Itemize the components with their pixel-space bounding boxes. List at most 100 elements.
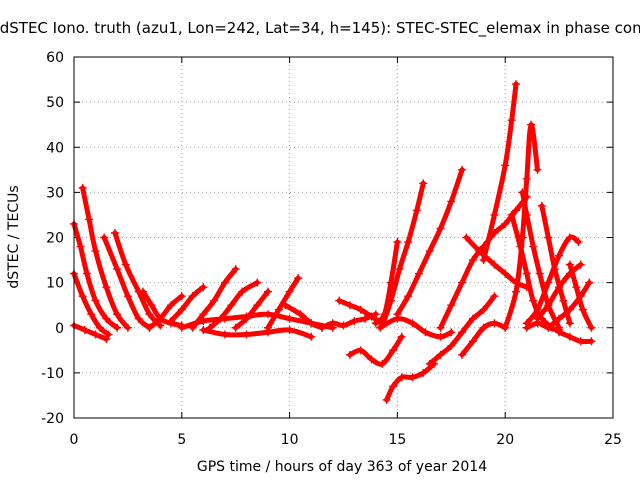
data-point <box>537 201 546 210</box>
data-point <box>242 330 251 339</box>
series-line <box>71 221 120 331</box>
data-point <box>412 206 421 215</box>
data-point <box>231 323 240 332</box>
data-point <box>123 323 132 332</box>
data-point <box>87 310 96 319</box>
data-point <box>102 314 111 323</box>
data-point <box>281 301 290 310</box>
data-point <box>95 323 104 332</box>
series-arc-34 <box>522 233 583 328</box>
data-point <box>516 242 525 251</box>
data-point <box>533 165 542 174</box>
data-point <box>345 301 354 310</box>
data-point <box>104 330 113 339</box>
data-point <box>188 292 197 301</box>
data-point <box>253 301 262 310</box>
data-point <box>535 269 544 278</box>
data-point <box>102 283 111 292</box>
data-point <box>397 373 406 382</box>
data-point <box>475 247 484 256</box>
data-point <box>397 332 406 341</box>
data-point <box>371 319 380 328</box>
data-point <box>134 314 143 323</box>
series-arc-2 <box>70 219 122 332</box>
data-point <box>220 330 229 339</box>
data-point <box>386 296 395 305</box>
y-tick-label: 30 <box>46 185 64 201</box>
tick-labels: 0 5 10 15 20 25 -20 -10 0 10 20 30 40 50 60 <box>41 50 622 448</box>
data-point <box>507 210 516 219</box>
y-tick-label: 0 <box>55 321 64 337</box>
data-point <box>356 305 365 314</box>
data-point <box>382 395 391 404</box>
data-point <box>350 316 359 325</box>
data-point <box>199 283 208 292</box>
data-point <box>544 278 553 287</box>
series-line <box>265 275 301 331</box>
data-point <box>522 269 531 278</box>
series-line <box>556 329 594 345</box>
data-point <box>544 323 553 332</box>
data-point <box>447 197 456 206</box>
chart-title: dSTEC Iono. truth (azu1, Lon=242, Lat=34… <box>0 19 640 38</box>
data-point <box>436 224 445 233</box>
data-point <box>585 278 594 287</box>
y-tick-label: 20 <box>46 231 64 247</box>
data-point <box>285 314 294 323</box>
data-point <box>421 328 430 337</box>
data-point <box>242 312 251 321</box>
y-tick-label: -10 <box>41 366 64 382</box>
data-point <box>408 319 417 328</box>
data-point <box>113 265 122 274</box>
data-point <box>544 301 553 310</box>
data-point <box>113 323 122 332</box>
data-point <box>102 335 111 344</box>
data-point <box>227 301 236 310</box>
data-point <box>458 328 467 337</box>
data-point <box>522 174 531 183</box>
data-point <box>138 287 147 296</box>
data-point <box>91 330 100 339</box>
data-point <box>335 296 344 305</box>
data-point <box>479 305 488 314</box>
data-point <box>113 310 122 319</box>
data-point <box>156 314 165 323</box>
data-point <box>572 283 581 292</box>
data-point <box>490 260 499 269</box>
series-arc-9 <box>167 283 208 325</box>
data-point <box>555 314 564 323</box>
data-point <box>578 305 587 314</box>
data-point <box>317 323 326 332</box>
series-arc-19 <box>345 332 406 368</box>
data-point <box>527 120 536 129</box>
data-point <box>529 242 538 251</box>
y-tick-label: 10 <box>46 276 64 292</box>
data-point <box>462 233 471 242</box>
data-point <box>199 326 208 335</box>
x-tick-label: 20 <box>496 432 514 448</box>
data-point <box>565 319 574 328</box>
data-point <box>167 301 176 310</box>
data-point <box>110 228 119 237</box>
data-point <box>123 292 132 301</box>
series-line <box>233 289 271 331</box>
data-point <box>447 328 456 337</box>
data-point <box>447 341 456 350</box>
y-tick-label: -20 <box>41 411 64 427</box>
data-point <box>419 368 428 377</box>
series-line <box>147 293 185 331</box>
series-arc-24 <box>425 292 499 368</box>
data-point <box>501 161 510 170</box>
data-point <box>559 296 568 305</box>
data-point <box>555 283 564 292</box>
series-arc-12 <box>231 287 273 332</box>
series-line <box>71 323 109 342</box>
data-point <box>555 326 564 335</box>
data-point <box>220 278 229 287</box>
data-point <box>511 287 520 296</box>
data-point <box>425 247 434 256</box>
data-point <box>339 321 348 330</box>
data-point <box>294 274 303 283</box>
data-point <box>574 238 583 247</box>
